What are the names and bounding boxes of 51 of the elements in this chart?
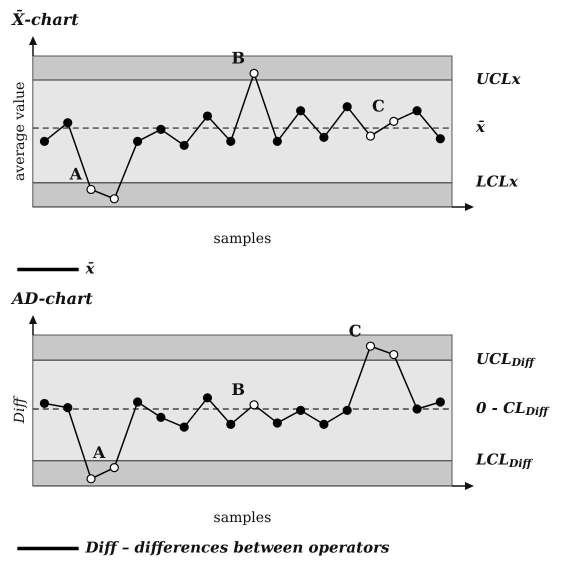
point: [110, 463, 119, 472]
point: [63, 118, 72, 128]
point: [342, 102, 352, 112]
annotation: B: [232, 380, 246, 399]
point: [272, 136, 282, 146]
point: [389, 350, 398, 360]
point: [40, 398, 50, 408]
point: [249, 400, 259, 410]
point: [412, 404, 422, 414]
y-axis-title: Diff: [12, 396, 28, 424]
point: [40, 136, 50, 146]
x-axis-title: samples: [214, 510, 272, 526]
point: [180, 422, 189, 432]
point: [63, 403, 72, 412]
point: [366, 131, 376, 141]
chart-title: AD-chart: [12, 288, 93, 310]
point: [319, 132, 329, 142]
point: [272, 418, 282, 428]
annotation: C: [372, 96, 385, 116]
y-axis-title: average value: [12, 82, 28, 182]
ref-line-label: LCLx: [475, 172, 520, 191]
point: [436, 134, 445, 144]
point: [319, 420, 329, 429]
point: [226, 420, 236, 429]
point: [366, 342, 376, 351]
ref-line-label: x̄: [475, 118, 486, 136]
point: [110, 194, 119, 204]
point: [180, 140, 189, 150]
point: [249, 68, 259, 78]
point: [389, 116, 398, 126]
point: [86, 474, 96, 484]
legend-label: Diff – differences between operators: [84, 538, 390, 556]
point: [202, 111, 212, 121]
point: [133, 397, 142, 407]
point: [436, 397, 445, 407]
point: [156, 124, 166, 134]
point: [133, 136, 142, 146]
x-axis-title: samples: [214, 231, 272, 248]
point: [226, 136, 236, 146]
point: [86, 184, 96, 194]
annotation: A: [92, 442, 106, 462]
point: [202, 393, 212, 402]
point: [156, 412, 166, 422]
annotation: A: [68, 164, 83, 184]
point: [296, 106, 306, 116]
point: [342, 406, 352, 415]
point: [412, 106, 422, 116]
point: [296, 406, 306, 415]
chart-title: X̄-chart: [12, 8, 79, 31]
legend-label: x̄: [84, 259, 96, 278]
ref-line-label: UCLx: [476, 70, 522, 88]
